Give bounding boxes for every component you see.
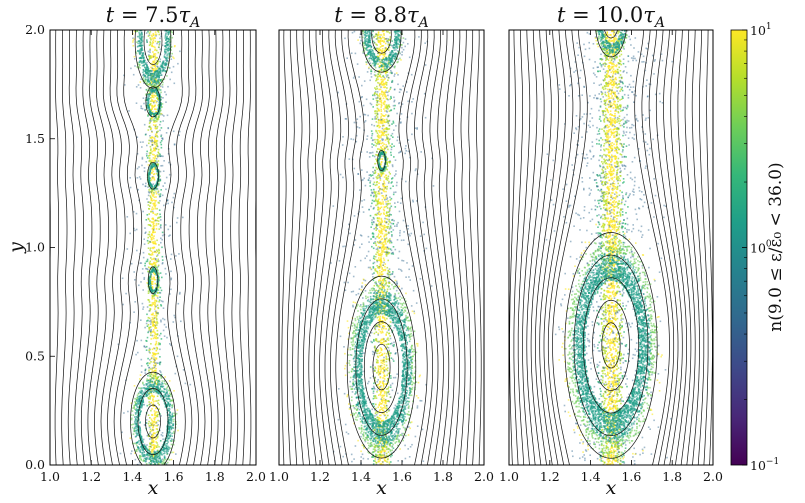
x-tick-label: 1.2 xyxy=(540,469,560,484)
y-tick-label: 0.0 xyxy=(25,457,45,472)
island-contour xyxy=(147,161,159,190)
island-contour xyxy=(147,266,159,294)
colorbar: 101 100 10−1 n(9.0 ≤ ε/ε₀ < 36.0) xyxy=(730,22,786,473)
x-tick-label: 1.0 xyxy=(499,469,519,484)
colorbar-tick-label: 10−1 xyxy=(750,457,779,473)
island-contour xyxy=(564,232,658,459)
x-tick-label: 1.8 xyxy=(205,469,225,484)
x-tick-label: 1.0 xyxy=(40,469,60,484)
y-tick-label: 1.0 xyxy=(25,240,45,255)
island-contour xyxy=(134,30,172,89)
island-contour xyxy=(361,30,402,73)
island-contour xyxy=(130,371,176,465)
panel-3: 1.0 1.2 1.4 1.6 1.8 2.0 x t = 10.0τA xyxy=(499,3,723,499)
density-scatter xyxy=(330,30,435,465)
field-lines xyxy=(509,30,713,465)
island-contour xyxy=(573,254,649,437)
island-contour xyxy=(372,343,391,391)
x-tick-label: 1.6 xyxy=(621,469,641,484)
x-axis-label: x xyxy=(376,477,387,499)
x-tick-label: 1.4 xyxy=(122,469,142,484)
island-contour xyxy=(143,30,163,65)
panel-1: 1.0 1.2 1.4 1.6 1.8 2.0 0.0 0.5 1.0 1.5 2.0 x y t = 7… xyxy=(5,3,266,499)
x-tick-label: 1.0 xyxy=(269,469,289,484)
island-contour xyxy=(604,30,618,39)
y-tick-label: 2.0 xyxy=(25,22,45,37)
island-contour xyxy=(371,30,392,54)
island-contour xyxy=(355,298,408,436)
y-tick-label: 0.5 xyxy=(25,348,45,363)
x-tick-label: 1.4 xyxy=(351,469,371,484)
island-contour xyxy=(582,277,640,414)
island-contour xyxy=(601,322,621,369)
x-tick-label: 1.6 xyxy=(392,469,412,484)
colorbar-tick-label: 100 xyxy=(750,240,772,256)
colorbar-tick-label: 101 xyxy=(750,22,772,38)
field-lines xyxy=(279,30,484,465)
x-tick-label: 2.0 xyxy=(703,469,723,484)
x-axis-label: x xyxy=(148,477,159,499)
island-contour xyxy=(145,86,161,118)
island-contour xyxy=(137,388,169,455)
panels: 1.0 1.2 1.4 1.6 1.8 2.0 0.0 0.5 1.0 1.5 2.0 x y t = 7… xyxy=(5,3,723,499)
x-axis-label: x xyxy=(606,477,617,499)
island-contour xyxy=(346,275,417,459)
island-contour xyxy=(377,150,386,171)
y-tick-label: 1.5 xyxy=(25,131,45,146)
panel-title: t = 7.5τA xyxy=(106,3,201,31)
x-tick-label: 1.6 xyxy=(164,469,184,484)
island-contour xyxy=(145,404,161,439)
x-tick-label: 1.8 xyxy=(433,469,453,484)
x-tick-label: 2.0 xyxy=(474,469,494,484)
panel-title: t = 10.0τA xyxy=(557,3,665,31)
y-axis-label: y xyxy=(5,242,27,254)
x-tick-label: 1.8 xyxy=(662,469,682,484)
x-tick-label: 2.0 xyxy=(246,469,266,484)
x-tick-label: 1.2 xyxy=(310,469,330,484)
panel-2: 1.0 1.2 1.4 1.6 1.8 2.0 x t = 8.8τA xyxy=(269,3,494,499)
island-contour xyxy=(363,321,400,413)
panel-title: t = 8.8τA xyxy=(334,3,429,31)
x-tick-label: 1.4 xyxy=(581,469,601,484)
island-contour xyxy=(592,299,630,391)
island-contour xyxy=(595,30,627,58)
density-scatter xyxy=(117,30,192,465)
x-tick-label: 1.2 xyxy=(81,469,101,484)
colorbar-label: n(9.0 ≤ ε/ε₀ < 36.0) xyxy=(766,162,786,331)
plot-frame xyxy=(278,29,485,466)
field-lines xyxy=(50,30,256,465)
plot-frame xyxy=(508,29,714,466)
